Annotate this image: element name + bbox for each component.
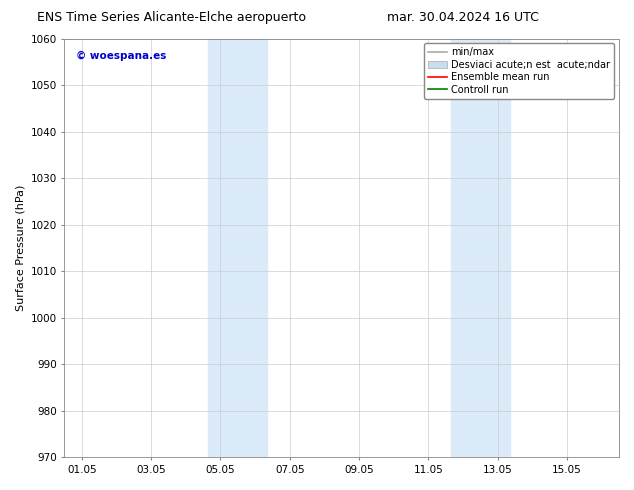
Text: © woespana.es: © woespana.es bbox=[75, 51, 166, 61]
Bar bbox=[451, 39, 510, 457]
Text: ENS Time Series Alicante-Elche aeropuerto: ENS Time Series Alicante-Elche aeropuert… bbox=[37, 11, 306, 24]
Legend: min/max, Desviaci acute;n est  acute;ndar, Ensemble mean run, Controll run: min/max, Desviaci acute;n est acute;ndar… bbox=[424, 44, 614, 98]
Bar bbox=[209, 39, 267, 457]
Title: ENS Time Series Alicante-Elche aeropuerto      mar. 30.04.2024 16 UTC: ENS Time Series Alicante-Elche aeropuert… bbox=[0, 489, 1, 490]
Y-axis label: Surface Pressure (hPa): Surface Pressure (hPa) bbox=[15, 185, 25, 311]
Text: mar. 30.04.2024 16 UTC: mar. 30.04.2024 16 UTC bbox=[387, 11, 539, 24]
